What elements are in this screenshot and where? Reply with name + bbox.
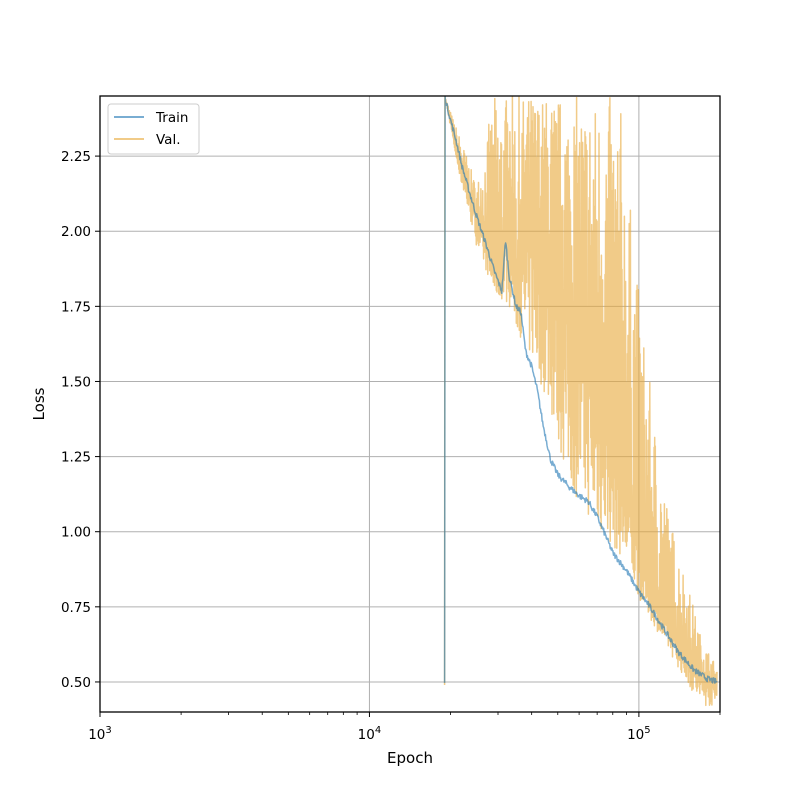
legend-label-train: Train bbox=[155, 110, 188, 126]
train-series-line bbox=[443, 96, 718, 684]
y-tick-label: 1.50 bbox=[61, 374, 91, 390]
x-tick-label: 103 bbox=[88, 725, 112, 743]
y-tick-label: 2.25 bbox=[61, 149, 91, 165]
series-area bbox=[443, 96, 718, 707]
y-tick-label: 0.50 bbox=[61, 675, 91, 691]
plot-frame bbox=[99, 95, 721, 713]
axis-ticks: 0.50 0.75 1.00 1.25 1.50 1.75 2.00 2.25 103 104 10… bbox=[61, 149, 721, 743]
x-axis-label: Epoch bbox=[387, 749, 433, 767]
y-tick-label: 1.75 bbox=[61, 299, 91, 315]
y-tick-label: 0.75 bbox=[61, 600, 91, 616]
y-tick-label: 1.00 bbox=[61, 525, 91, 541]
y-axis-label: Loss bbox=[30, 387, 48, 420]
y-tick-label: 2.00 bbox=[61, 224, 91, 240]
y-tick-label: 1.25 bbox=[61, 450, 91, 466]
x-tick-label: 104 bbox=[358, 725, 382, 743]
legend-label-val: Val. bbox=[156, 132, 181, 148]
x-tick-label: 105 bbox=[627, 725, 651, 743]
val-series-line bbox=[443, 96, 718, 707]
legend: Train Val. bbox=[107, 103, 200, 155]
